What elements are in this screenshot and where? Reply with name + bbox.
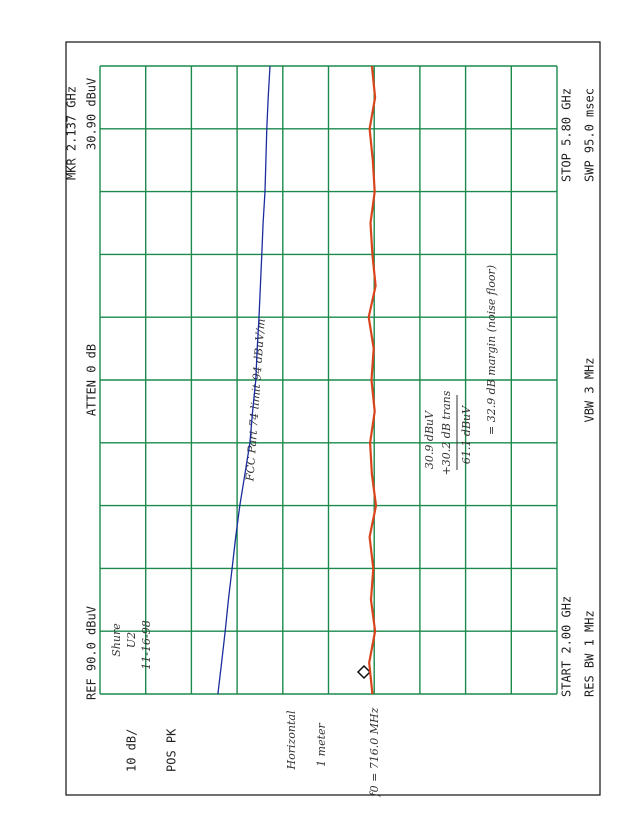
trace: [367, 65, 378, 695]
calculation: 61.1 dBuV: [460, 405, 473, 464]
marker-level: 30.90 dBuV: [85, 78, 99, 150]
frame: [65, 41, 601, 796]
grid: [99, 65, 558, 695]
video-bandwidth: VBW 3 MHz: [583, 357, 597, 422]
scale: 10 dB/: [125, 729, 139, 772]
marker-frequency: MKR 2.137 GHz: [65, 86, 79, 180]
model: U2: [125, 632, 138, 648]
date: 11-16-98: [140, 620, 153, 669]
resolution-bandwidth: RES BW 1 MHz: [583, 610, 597, 697]
calculation: +30.2 dB trans: [440, 390, 453, 475]
marker: [356, 664, 372, 680]
polarization: Horizontal: [285, 710, 298, 770]
sweep-time: SWP 95.0 msec: [583, 88, 597, 182]
fundamental: f0 = 716.0 MHz: [368, 707, 381, 797]
stop-frequency: STOP 5.80 GHz: [560, 88, 574, 182]
detector: POS PK: [165, 728, 179, 772]
device: Shure: [110, 623, 123, 657]
calculation: 30.9 dBuV: [423, 410, 436, 469]
start-frequency: START 2.00 GHz: [560, 596, 574, 697]
calculation: = 32.9 dB margin (noise floor): [485, 265, 498, 435]
trace: [217, 65, 271, 695]
distance: 1 meter: [315, 722, 328, 766]
ref-level: REF 90.0 dBuV: [85, 606, 99, 700]
attenuation: ATTEN 0 dB: [85, 344, 99, 416]
